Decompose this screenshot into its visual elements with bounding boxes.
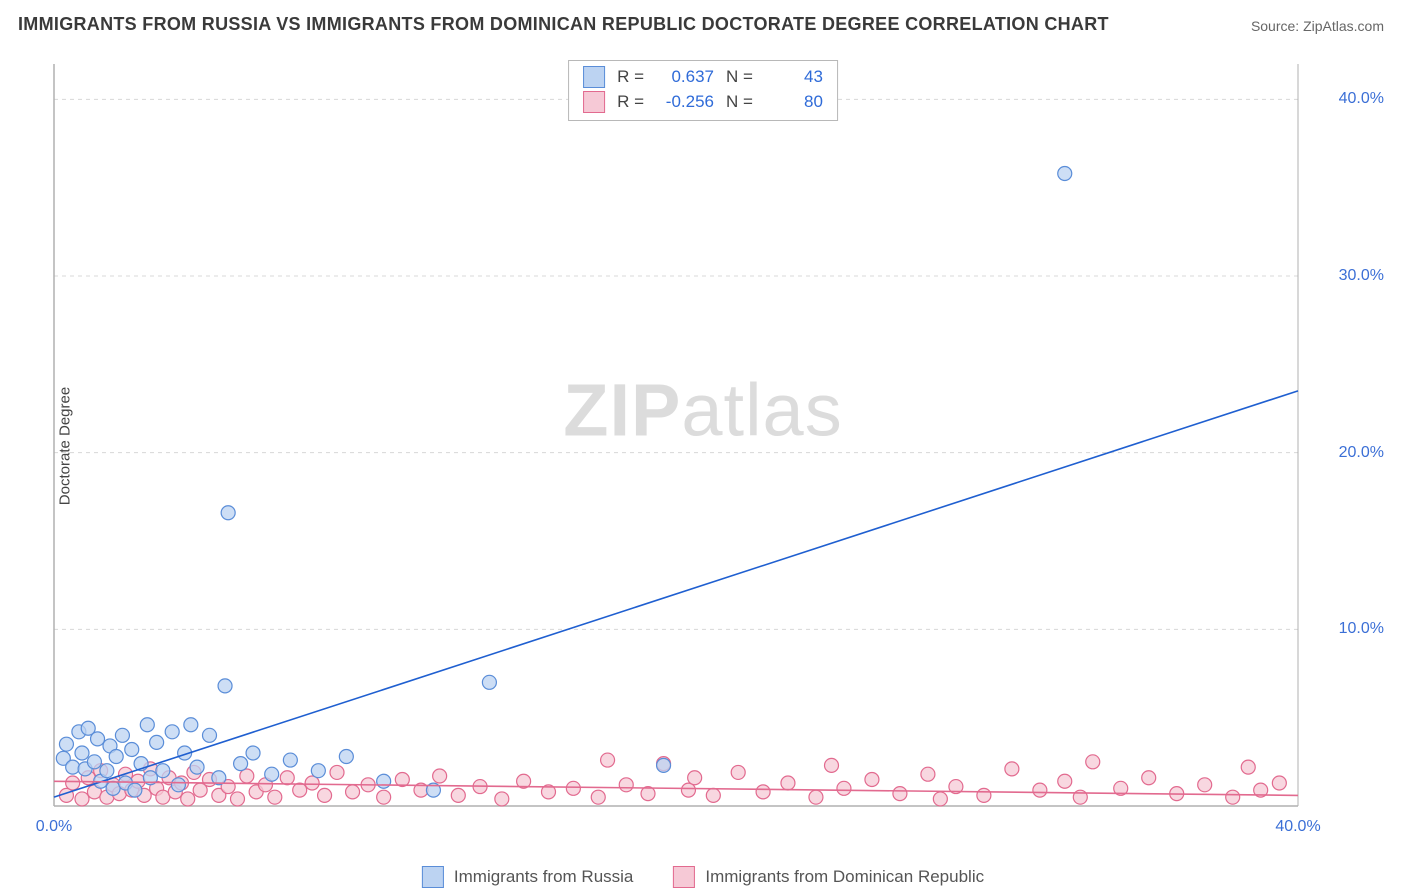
r-value-russia: 0.637 bbox=[656, 65, 714, 90]
legend-label-dominican: Immigrants from Dominican Republic bbox=[705, 867, 984, 887]
source-prefix: Source: bbox=[1251, 18, 1303, 34]
chart-title: IMMIGRANTS FROM RUSSIA VS IMMIGRANTS FRO… bbox=[18, 14, 1109, 35]
legend-label-russia: Immigrants from Russia bbox=[454, 867, 633, 887]
correlation-stats-box: R = 0.637 N = 43 R = -0.256 N = 80 bbox=[568, 60, 838, 121]
x-tick-label: 0.0% bbox=[36, 818, 72, 892]
y-tick-label: 30.0% bbox=[1339, 267, 1384, 285]
legend-swatch-dominican bbox=[673, 866, 695, 888]
legend-swatch-russia bbox=[422, 866, 444, 888]
r-label-dominican: R = bbox=[617, 90, 644, 115]
legend-item-russia: Immigrants from Russia bbox=[422, 866, 633, 888]
plot-area: ZIPatlas bbox=[48, 60, 1358, 820]
n-value-russia: 43 bbox=[765, 65, 823, 90]
x-tick-label: 40.0% bbox=[1275, 818, 1320, 892]
y-tick-label: 20.0% bbox=[1339, 444, 1384, 462]
swatch-russia bbox=[583, 66, 605, 88]
n-value-dominican: 80 bbox=[765, 90, 823, 115]
n-label-russia: N = bbox=[726, 65, 753, 90]
y-tick-label: 40.0% bbox=[1339, 90, 1384, 108]
y-tick-label: 10.0% bbox=[1339, 620, 1384, 638]
chart-container: IMMIGRANTS FROM RUSSIA VS IMMIGRANTS FRO… bbox=[0, 0, 1406, 892]
stats-row-russia: R = 0.637 N = 43 bbox=[583, 65, 823, 90]
n-label-dominican: N = bbox=[726, 90, 753, 115]
r-label-russia: R = bbox=[617, 65, 644, 90]
stats-row-dominican: R = -0.256 N = 80 bbox=[583, 90, 823, 115]
source-name: ZipAtlas.com bbox=[1303, 18, 1384, 34]
source-attribution: Source: ZipAtlas.com bbox=[1251, 18, 1384, 34]
series-legend: Immigrants from Russia Immigrants from D… bbox=[422, 866, 984, 888]
swatch-dominican bbox=[583, 91, 605, 113]
legend-item-dominican: Immigrants from Dominican Republic bbox=[673, 866, 984, 888]
scatter-plot-svg bbox=[48, 60, 1358, 820]
r-value-dominican: -0.256 bbox=[656, 90, 714, 115]
